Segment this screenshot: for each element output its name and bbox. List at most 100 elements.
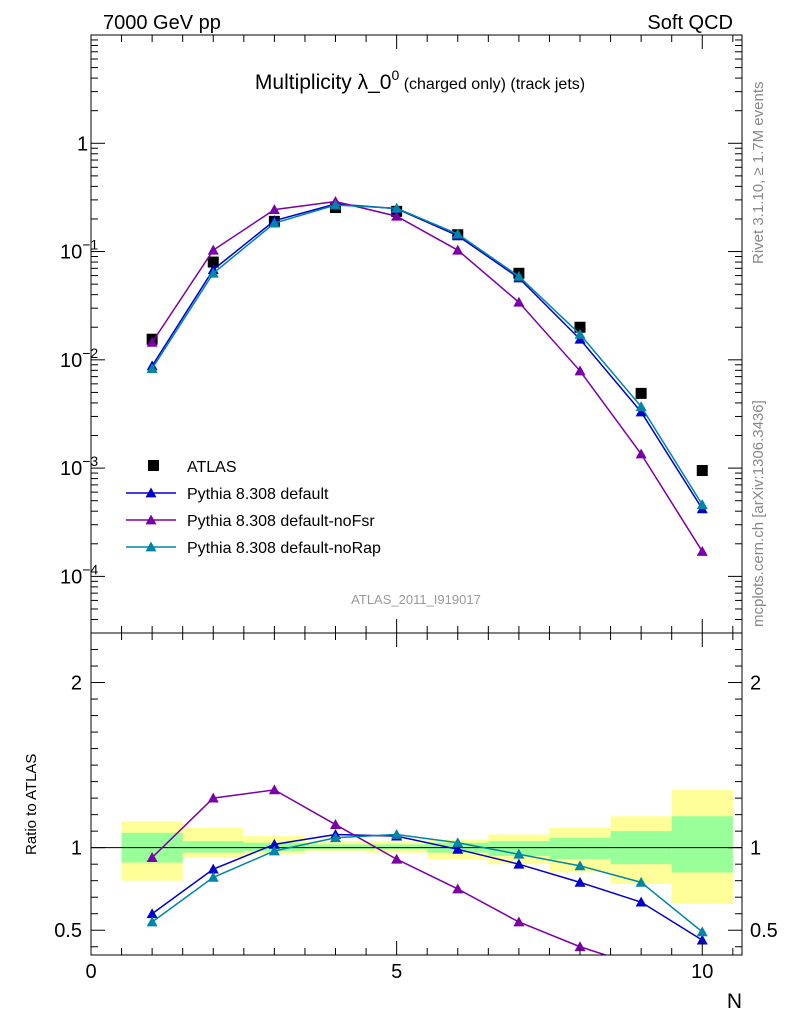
- ratio-y-tick-label-left: 2: [71, 673, 82, 695]
- ratio-y-tick-label-left: 1: [71, 838, 82, 860]
- watermark-label: ATLAS_2011_I919017: [351, 592, 481, 607]
- ratio-data-point: [635, 876, 647, 887]
- ratio-data-point: [207, 871, 219, 882]
- ratio-data-point: [452, 883, 464, 894]
- band-inner: [304, 844, 367, 850]
- ratio-data-point: [146, 908, 158, 919]
- ratio-data-point: [574, 876, 586, 887]
- data-point-atlas: [207, 256, 219, 268]
- y-tick-label: 10−3: [60, 453, 98, 480]
- ratio-data-point: [636, 961, 647, 971]
- ratio-y-tick-label-right: 0.5: [750, 920, 778, 942]
- data-point: [513, 296, 525, 307]
- data-point: [207, 244, 219, 255]
- ratio-panel: 0.5 0.5 1 1 2 2 0 5 10 Ratio to ATLAS N: [23, 632, 778, 1013]
- data-point-atlas: [696, 465, 708, 477]
- y-tick-label: 10−2: [60, 345, 98, 372]
- data-point: [574, 365, 586, 376]
- legend-label: Pythia 8.308 default: [187, 486, 329, 503]
- ratio-frame: [90, 632, 743, 956]
- legend-marker: [145, 514, 157, 525]
- ratio-data-point: [268, 784, 280, 795]
- main-axis-ticks: [90, 34, 742, 634]
- ratio-data-point: [574, 860, 586, 871]
- legend-marker-atlas: [148, 460, 159, 471]
- side-label-rivet: Rivet 3.1.10, ≥ 1.7M events: [750, 82, 767, 265]
- ratio-data-point: [268, 845, 280, 856]
- data-point: [696, 545, 708, 556]
- data-point: [391, 210, 403, 221]
- ratio-series-group: [146, 784, 708, 971]
- data-point: [268, 217, 280, 228]
- series-line: [151, 200, 703, 552]
- ratio-series-line: [151, 789, 608, 955]
- data-point: [635, 401, 647, 411]
- legend-label: ATLAS: [187, 459, 237, 476]
- data-point: [207, 267, 219, 278]
- ratio-data-point: [330, 819, 342, 829]
- y-tick-label: 1: [77, 133, 88, 155]
- data-point: [574, 328, 586, 339]
- x-tick-label: 10: [691, 961, 713, 983]
- ratio-data-point: [268, 838, 280, 849]
- ratio-data-point: [391, 828, 403, 839]
- data-point: [391, 202, 403, 213]
- legend: ATLAS Pythia 8.308 default Pythia 8.308 de…: [126, 459, 381, 557]
- ratio-data-point: [452, 843, 464, 854]
- main-panel: 1 10−1 10−2 10−3 10−4 Multiplicity λ_00 (cha…: [60, 34, 743, 634]
- ratio-data-point: [513, 858, 525, 869]
- chart-title: Multiplicity λ_00 (charged only) (track …: [255, 67, 585, 94]
- series-line: [151, 204, 703, 506]
- data-point: [268, 204, 280, 215]
- legend-label: Pythia 8.308 default-noFsr: [187, 513, 375, 530]
- series-line: [151, 203, 703, 510]
- x-axis-label: N: [727, 990, 742, 1013]
- y-tick-label: 10−4: [60, 561, 98, 588]
- x-tick-label: 5: [391, 961, 402, 983]
- data-point: [452, 244, 464, 255]
- ratio-ylabel: Ratio to ATLAS: [23, 754, 40, 855]
- ratio-data-point: [452, 837, 464, 848]
- legend-marker: [145, 487, 157, 498]
- ratio-series-line: [151, 833, 703, 941]
- data-point: [146, 363, 158, 373]
- side-label-mcplots: mcplots.cern.ch [arXiv:1306.3436]: [750, 400, 767, 627]
- band-inner: [671, 816, 733, 873]
- data-point: [696, 499, 708, 510]
- header-right: Soft QCD: [647, 12, 733, 34]
- ratio-series-0: [146, 828, 708, 945]
- band-inner: [549, 837, 611, 860]
- band-inner: [366, 844, 428, 850]
- ratio-series-line: [151, 833, 703, 933]
- data-point-atlas: [574, 321, 586, 333]
- ratio-data-point: [696, 934, 708, 945]
- data-point: [452, 228, 464, 239]
- data-point: [146, 336, 158, 347]
- ratio-y-tick-label-left: 0.5: [54, 920, 82, 942]
- data-point: [635, 448, 647, 459]
- ratio-series-2: [146, 828, 708, 937]
- ratio-data-point: [207, 792, 219, 803]
- ratio-data-point: [146, 916, 158, 927]
- ratio-data-point: [330, 832, 342, 843]
- legend-marker: [145, 541, 157, 552]
- ratio-data-point: [391, 853, 403, 864]
- ratio-data-point: [207, 863, 219, 874]
- header-left: 7000 GeV pp: [103, 12, 221, 34]
- ratio-data-point: [696, 926, 708, 937]
- band-inner: [488, 841, 550, 856]
- ratio-data-point: [146, 852, 158, 862]
- x-tick-label: 0: [85, 961, 96, 983]
- ratio-data-point: [635, 896, 647, 907]
- ratio-data-point: [574, 941, 586, 952]
- ratio-axis-ticks: [90, 632, 742, 955]
- ratio-data-point: [513, 848, 525, 859]
- ratio-y-tick-label-right: 1: [750, 838, 761, 860]
- legend-label: Pythia 8.308 default-noRap: [187, 540, 381, 557]
- series-0: [146, 202, 708, 477]
- data-point-atlas: [635, 387, 647, 399]
- data-point: [635, 406, 647, 417]
- ratio-series-1: [146, 784, 647, 971]
- ratio-y-tick-label-right: 2: [750, 673, 761, 695]
